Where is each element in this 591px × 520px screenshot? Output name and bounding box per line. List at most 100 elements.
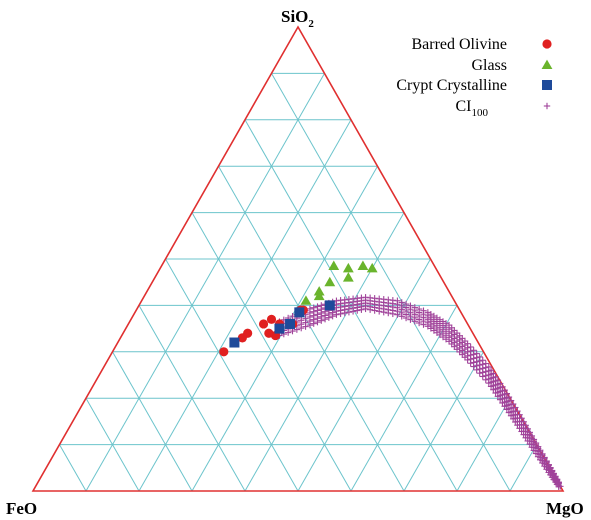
grid-line: [59, 444, 87, 492]
grid-lines: [59, 72, 537, 492]
glass-point: [366, 262, 378, 273]
ci100-point: [310, 304, 317, 311]
ci100-point: [528, 432, 536, 440]
ci100-point: [555, 478, 562, 486]
grid-line: [112, 351, 193, 492]
legend-marker-crypt-crystalline: [542, 80, 552, 90]
crypt-crystalline-point: [229, 337, 240, 348]
glass-point: [328, 260, 340, 271]
grid-line: [218, 165, 405, 492]
ci100-point: [543, 457, 550, 465]
barred-olivine-point: [243, 328, 253, 338]
legend-swatch: [542, 80, 552, 90]
barred-olivine-point: [219, 347, 229, 357]
legend-label-glass: Glass: [471, 57, 507, 74]
legend-swatch: [541, 59, 553, 70]
ci100-point: [473, 350, 480, 357]
ci100-point: [490, 370, 497, 377]
ci100-point: [398, 299, 405, 306]
glass-point: [342, 262, 354, 273]
crypt-crystalline-point: [294, 307, 305, 318]
ci100-point: [485, 363, 492, 371]
ci100-point: [507, 397, 515, 404]
corner-label-feo: FeO: [6, 499, 37, 518]
glass-point: [357, 260, 369, 271]
ci100-point: [482, 360, 489, 367]
ci100-point: [557, 483, 564, 490]
ci100-point: [499, 383, 506, 390]
ci100-point: [494, 376, 502, 384]
legend-marker-ci100: [543, 102, 551, 110]
legend-swatch: [542, 39, 552, 49]
ci100-point: [512, 404, 519, 411]
grid-line: [350, 305, 458, 492]
ci100-point: [314, 303, 321, 310]
ci100-point: [503, 390, 511, 397]
ci100-point: [487, 366, 495, 374]
ci100-point: [420, 307, 427, 314]
ci100-point: [537, 447, 544, 454]
legend-marker-barred-olivine: [542, 39, 552, 49]
ci100-point: [524, 425, 531, 433]
ci100-point: [505, 393, 513, 401]
barred-olivine-point: [258, 319, 269, 329]
grid-line: [165, 258, 299, 492]
ci100-point: [526, 429, 533, 436]
grid-line: [191, 165, 378, 492]
ci100-point: [415, 305, 423, 313]
ci100-point: [530, 436, 538, 443]
legend-label-ci100: CI100: [456, 98, 489, 119]
legend-label-crypt-crystalline: Crypt Crystalline: [396, 77, 507, 94]
crypt-crystalline-point: [285, 318, 296, 329]
ci100-point: [539, 450, 546, 458]
ci100-point: [514, 407, 521, 415]
grid-line: [271, 73, 511, 492]
ci100-point: [496, 380, 504, 387]
grid-line: [509, 444, 537, 492]
triangle-frame: [31, 25, 565, 492]
ci100-point: [467, 343, 474, 351]
glass-point: [324, 276, 336, 287]
ci100-point: [516, 411, 523, 418]
ci100-point: [407, 302, 414, 309]
legend: Barred Olivine Glass Crypt Crystalline C…: [396, 36, 553, 119]
grid-line: [403, 351, 484, 492]
legend-label-barred-olivine: Barred Olivine: [411, 36, 507, 53]
ci100-point: [470, 347, 477, 354]
legend-swatch: [543, 102, 551, 110]
grid-line: [85, 397, 140, 492]
glass-point: [300, 295, 312, 305]
data-points: [219, 260, 564, 490]
legend-marker-glass: [541, 59, 553, 70]
grid-line: [85, 73, 325, 492]
glass-point: [342, 272, 354, 282]
ci100-point: [501, 386, 508, 394]
ci100-point: [532, 439, 540, 447]
barred-olivine-point: [266, 314, 277, 324]
crypt-crystalline-point: [324, 300, 335, 311]
ci100-point: [394, 297, 401, 304]
ci100-point: [492, 373, 499, 381]
ci100-point: [402, 300, 410, 308]
grid-line: [456, 397, 511, 492]
grid-line: [138, 305, 246, 492]
ci100-point: [509, 400, 517, 408]
ci100-point: [306, 305, 314, 313]
ci100-point: [541, 454, 548, 461]
crypt-crystalline-point: [274, 323, 285, 334]
ci100-point: [464, 340, 471, 347]
apex-label-sio2: SiO2: [281, 7, 314, 30]
ci100-point: [479, 357, 486, 364]
glass-point: [313, 290, 325, 301]
ci100-point: [318, 302, 325, 309]
ci100-point: [534, 443, 542, 450]
ci100-point: [520, 418, 527, 425]
ci100-point: [476, 353, 483, 361]
ci100-point: [522, 422, 529, 429]
corner-label-mgo: MgO: [546, 499, 584, 518]
grid-line: [297, 258, 431, 492]
ci100-point: [518, 415, 525, 422]
ci100-point: [411, 304, 418, 311]
barred-olivine-point: [264, 328, 274, 338]
